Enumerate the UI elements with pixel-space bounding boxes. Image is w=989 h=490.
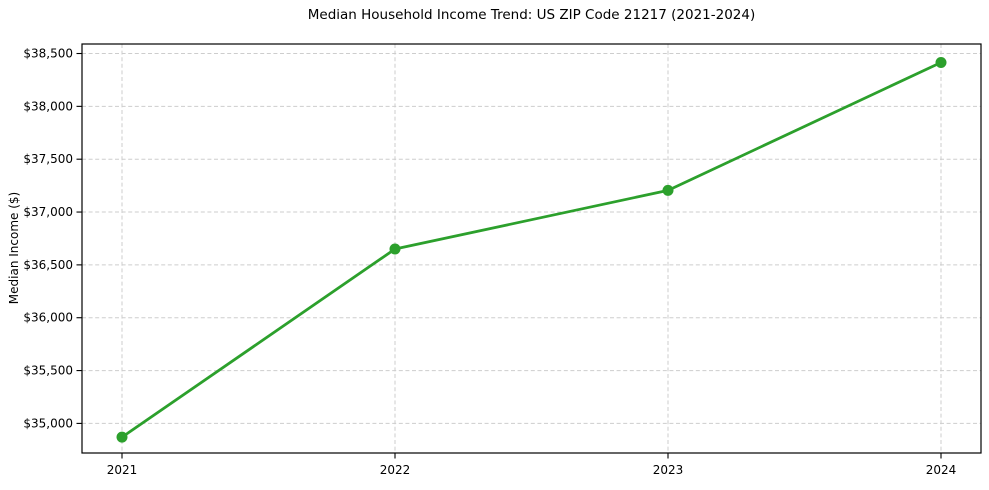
y-tick-label: $35,000 [23,416,73,430]
data-point [935,56,947,68]
axes-frame [81,43,982,454]
y-tick-label: $38,500 [23,47,73,61]
x-tick-label: 2024 [926,463,957,477]
y-tick-label: $36,000 [23,311,73,325]
x-tick-label: 2023 [653,463,684,477]
y-tick-label: $37,000 [23,205,73,219]
chart-title: Median Household Income Trend: US ZIP Co… [307,7,756,23]
x-tick-label: 2021 [107,463,138,477]
y-tick-label: $37,500 [23,152,73,166]
y-tick-label: $36,500 [23,258,73,272]
data-point [389,243,401,255]
y-tick-label: $35,500 [23,364,73,378]
trend-line [120,61,943,439]
data-point [116,431,128,443]
data-point [662,184,674,196]
y-tick-label: $38,000 [23,99,73,113]
x-tick-label: 2022 [380,463,411,477]
